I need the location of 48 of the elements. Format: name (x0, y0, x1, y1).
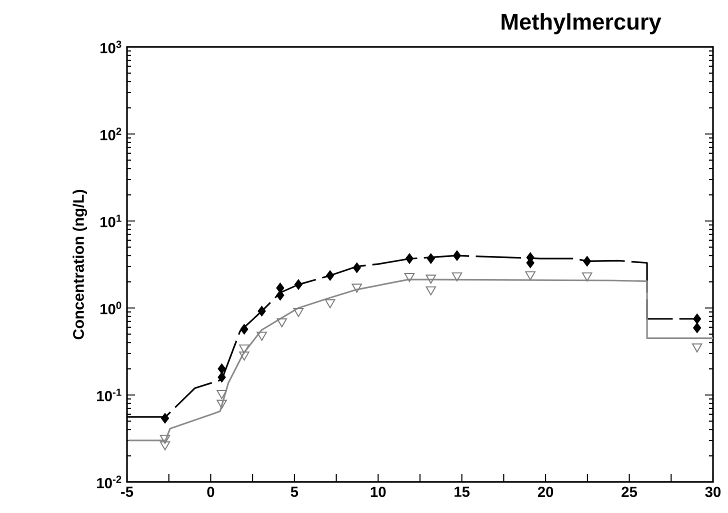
x-tick-label: 0 (207, 486, 214, 498)
point (352, 262, 361, 274)
point (218, 372, 226, 383)
point (324, 299, 336, 308)
point (216, 390, 227, 400)
point (693, 322, 702, 334)
point (239, 352, 250, 361)
point (693, 314, 702, 324)
point (216, 400, 227, 409)
point (160, 434, 170, 444)
y-tick-label: 10$^{-1}$ (97, 388, 122, 402)
point (352, 284, 362, 293)
point (405, 253, 414, 264)
point (326, 270, 334, 281)
x-tick-label: -5 (121, 486, 134, 497)
point (692, 343, 702, 352)
point (276, 318, 288, 328)
x-tick-label: 25 (622, 486, 638, 498)
point (160, 412, 170, 424)
point (258, 306, 266, 316)
point (240, 324, 248, 335)
point (256, 332, 267, 341)
y-tick-label: 10$^{1}$ (100, 214, 122, 228)
point (294, 279, 303, 290)
point (583, 256, 592, 267)
point (525, 271, 536, 280)
point (160, 441, 170, 450)
x-tick-label: 30 (705, 486, 721, 498)
point (582, 272, 592, 282)
y-tick-label: 10$^{0}$ (100, 302, 122, 314)
point (452, 272, 462, 282)
point (426, 286, 436, 296)
point (218, 363, 226, 374)
point (404, 272, 415, 282)
point (426, 274, 436, 284)
y-tick-label: 10$^{3}$ (100, 40, 122, 54)
point (452, 250, 462, 261)
x-tick-label: 15 (454, 486, 470, 497)
y-tick-label: 10$^{-2}$ (97, 476, 122, 488)
point (426, 253, 435, 264)
x-tick-label: 10 (370, 486, 386, 498)
x-tick-label: 20 (538, 486, 554, 498)
chart-title: Methylmercury (502, 13, 662, 34)
y-tick-label: 10$^{2}$ (100, 128, 122, 140)
point (239, 344, 250, 354)
x-tick-label: 5 (290, 486, 298, 497)
point (293, 308, 304, 318)
y-axis-title: Concentration (ng/L) (72, 190, 88, 340)
